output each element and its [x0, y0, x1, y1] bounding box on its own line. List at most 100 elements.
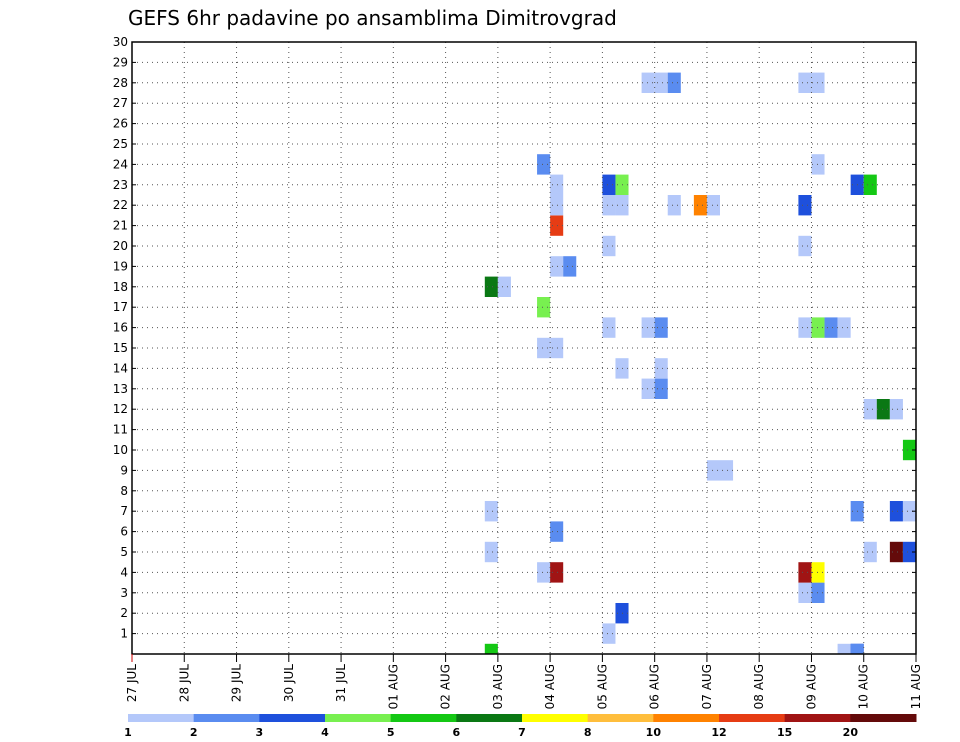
precip-cell	[654, 72, 668, 93]
precip-cell	[863, 174, 877, 195]
precip-cell	[550, 256, 564, 277]
x-tick-label: 29 JUL	[230, 664, 244, 702]
y-tick-label: 10	[113, 443, 128, 457]
precip-cell	[537, 154, 551, 175]
precip-cell	[654, 358, 668, 379]
precip-cell	[550, 174, 564, 195]
y-tick-label: 27	[113, 96, 128, 110]
x-tick-label: 07 AUG	[700, 664, 714, 709]
precip-cell	[497, 276, 511, 297]
colorbar-label: 15	[777, 726, 792, 739]
y-tick-label: 20	[113, 239, 128, 253]
y-tick-label: 21	[113, 219, 128, 233]
colorbar-label: 20	[843, 726, 859, 739]
precip-cell	[602, 623, 616, 644]
colorbar-swatch	[719, 714, 786, 722]
precip-cell	[902, 501, 916, 522]
precip-cell	[850, 643, 864, 654]
precip-cell	[798, 235, 812, 257]
colorbar-swatch	[193, 714, 260, 722]
precip-cell	[876, 399, 890, 420]
colorbar-swatch	[456, 714, 523, 722]
x-tick-label: 04 AUG	[543, 664, 557, 709]
y-tick-label: 14	[113, 361, 128, 375]
y-axis: 1234567891011121314151617181920212223242…	[113, 35, 916, 641]
y-tick-label: 5	[120, 545, 128, 559]
y-tick-label: 8	[120, 484, 128, 498]
x-tick-label: 06 AUG	[648, 664, 662, 709]
precip-cell	[863, 399, 877, 420]
y-tick-label: 25	[113, 137, 128, 151]
precip-cell	[706, 460, 720, 481]
precip-cell	[667, 195, 681, 216]
x-tick-label: 08 AUG	[752, 664, 766, 709]
y-tick-label: 6	[120, 525, 128, 539]
precip-cell	[798, 72, 812, 93]
colorbar-label: 1	[124, 726, 132, 739]
colorbar-swatch	[259, 714, 326, 722]
y-tick-label: 23	[113, 178, 128, 192]
colorbar-label: 3	[256, 726, 264, 739]
colorbar-label: 2	[190, 726, 198, 739]
cells-layer	[484, 72, 916, 654]
precip-cell	[484, 643, 498, 654]
y-tick-label: 1	[120, 627, 128, 641]
y-tick-label: 30	[113, 35, 128, 49]
precip-cell	[837, 317, 851, 338]
y-tick-label: 26	[113, 117, 128, 131]
colorbar-swatch	[850, 714, 917, 722]
precip-cell	[537, 562, 551, 583]
y-tick-label: 4	[120, 565, 128, 579]
precip-cell	[720, 460, 734, 481]
x-tick-label: 02 AUG	[439, 664, 453, 709]
precip-cell	[889, 541, 903, 563]
x-axis: 27 JUL 28 JUL 29 JUL 30 JUL 31 JUL 01 AUG 02 A…	[125, 654, 923, 709]
x-tick-label: 05 AUG	[595, 664, 609, 709]
x-tick-label: 27 JUL	[125, 664, 139, 702]
y-tick-label: 7	[120, 504, 128, 518]
x-tick-label: 28 JUL	[177, 664, 191, 702]
colorbar-swatch	[784, 714, 851, 722]
precip-cell	[563, 256, 577, 277]
precip-cell	[667, 72, 681, 93]
x-tick-label: 10 AUG	[857, 664, 871, 709]
colorbar-swatch	[587, 714, 654, 722]
x-tick-label: 30 JUL	[282, 664, 296, 702]
precip-cell	[550, 562, 564, 583]
y-tick-label: 22	[113, 198, 128, 212]
precip-cell	[484, 541, 498, 563]
y-tick-label: 19	[113, 259, 128, 273]
y-tick-label: 28	[113, 76, 128, 90]
precip-cell	[484, 501, 498, 522]
precip-cell	[654, 317, 668, 338]
y-tick-label: 17	[113, 300, 128, 314]
precip-cell	[798, 317, 812, 338]
precip-cell	[537, 297, 551, 318]
y-tick-label: 16	[113, 321, 128, 335]
colorbar-label: 8	[584, 726, 592, 739]
y-tick-label: 12	[113, 402, 128, 416]
y-tick-label: 9	[120, 463, 128, 477]
colorbar-label: 10	[646, 726, 662, 739]
precip-cell	[641, 72, 655, 93]
y-tick-label: 13	[113, 382, 128, 396]
colorbar-label: 4	[321, 726, 329, 739]
y-tick-label: 2	[120, 606, 128, 620]
y-tick-label: 3	[120, 586, 128, 600]
colorbar-label: 5	[387, 726, 395, 739]
precip-cell	[889, 501, 903, 522]
colorbar-swatch	[390, 714, 457, 722]
precip-cell	[693, 195, 707, 216]
precip-cell	[550, 521, 564, 542]
x-tick-label: 09 AUG	[804, 664, 818, 709]
colorbar: 1 2 3 4 5 6 7 8 10 12 15 20	[124, 714, 917, 739]
precip-cell	[602, 195, 616, 216]
precip-cell	[798, 582, 812, 603]
y-tick-label: 18	[113, 280, 128, 294]
colorbar-swatch	[128, 714, 195, 722]
precip-cell	[602, 174, 616, 195]
x-tick-label: 01 AUG	[386, 664, 400, 709]
precip-cell	[837, 643, 851, 654]
precip-cell	[902, 541, 916, 563]
